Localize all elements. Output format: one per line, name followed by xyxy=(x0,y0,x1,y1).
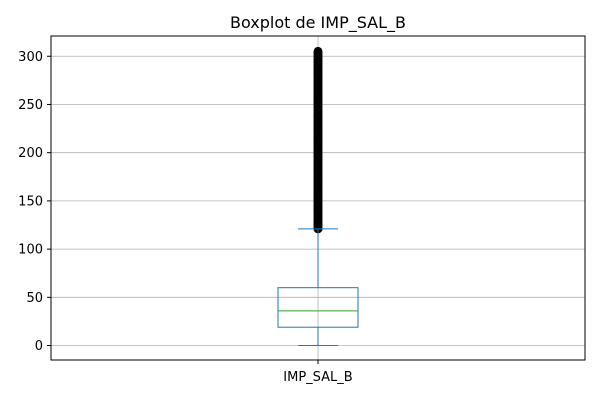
y-tick-label: 250 xyxy=(18,98,43,113)
iqr-box xyxy=(277,287,359,328)
y-tick-label: 150 xyxy=(18,194,43,209)
y-tick-label: 0 xyxy=(35,339,43,354)
y-tick-label: 100 xyxy=(18,243,43,258)
y-tick-label: 200 xyxy=(18,146,43,161)
tick-layer: 0 50 100 150 200 250 300 IMP_SAL_B xyxy=(18,50,353,385)
outlier-points xyxy=(313,46,323,234)
box-layer xyxy=(277,46,359,347)
y-tick-label: 300 xyxy=(18,50,43,65)
x-tick-label: IMP_SAL_B xyxy=(283,370,352,385)
chart-title: Boxplot de IMP_SAL_B xyxy=(230,13,406,33)
y-tick-label: 50 xyxy=(26,291,43,306)
outlier-point xyxy=(313,46,323,56)
